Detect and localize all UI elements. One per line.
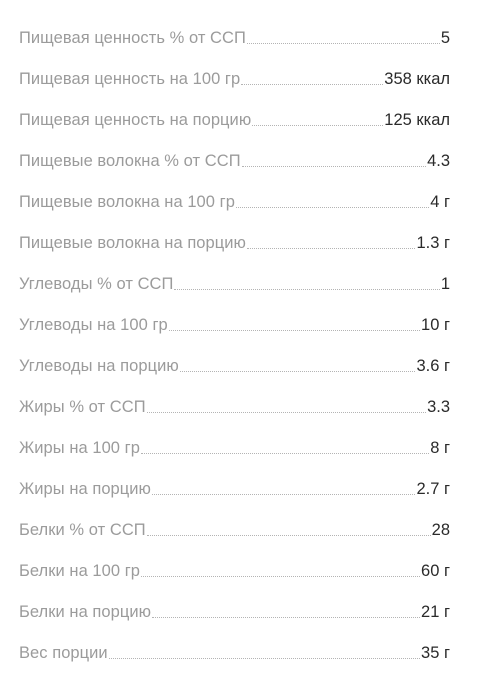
spec-label: Вес порции: [19, 643, 108, 662]
spec-label: Белки на порцию: [19, 602, 152, 621]
dotted-leader: [151, 494, 416, 495]
spec-value: 4.3: [427, 151, 450, 170]
spec-value: 358 ккал: [384, 69, 450, 88]
dotted-leader: [246, 248, 416, 249]
spec-label: Пищевая ценность % от ССП: [19, 28, 246, 47]
spec-row-fiber-100g: Пищевые волокна на 100 гр 4 г: [19, 176, 450, 217]
spec-row-fat-100g: Жиры на 100 гр 8 г: [19, 422, 450, 463]
spec-label: Жиры на 100 гр: [19, 438, 140, 457]
spec-label: Жиры % от ССП: [19, 397, 146, 416]
spec-row-carbs-100g: Углеводы на 100 гр 10 г: [19, 299, 450, 340]
spec-row-fiber-portion: Пищевые волокна на порцию 1.3 г: [19, 217, 450, 258]
spec-label: Пищевая ценность на порцию: [19, 110, 252, 129]
spec-value: 3.6 г: [416, 356, 450, 375]
spec-value: 35 г: [421, 643, 450, 662]
spec-row-fiber-pct: Пищевые волокна % от ССП 4.3: [19, 135, 450, 176]
spec-row-protein-100g: Белки на 100 гр 60 г: [19, 545, 450, 586]
dotted-leader: [140, 453, 430, 454]
spec-value: 1.3 г: [416, 233, 450, 252]
spec-row-fat-pct: Жиры % от ССП 3.3: [19, 381, 450, 422]
dotted-leader: [179, 371, 416, 372]
dotted-leader: [246, 43, 440, 44]
spec-label: Жиры на порцию: [19, 479, 151, 498]
dotted-leader: [146, 412, 427, 413]
spec-value: 4 г: [430, 192, 450, 211]
spec-value: 1: [440, 274, 450, 293]
spec-label: Пищевые волокна на порцию: [19, 233, 246, 252]
spec-value: 28: [431, 520, 450, 539]
dotted-leader: [146, 535, 431, 536]
dotted-leader: [174, 289, 440, 290]
spec-label: Белки на 100 гр: [19, 561, 141, 580]
spec-value: 8 г: [430, 438, 450, 457]
spec-row-energy-pct: Пищевая ценность % от ССП 5: [19, 12, 450, 53]
spec-label: Пищевые волокна % от ССП: [19, 151, 241, 170]
spec-value: 60 г: [421, 561, 450, 580]
dotted-leader: [141, 576, 421, 577]
spec-value: 5: [440, 28, 450, 47]
dotted-leader: [252, 125, 384, 126]
spec-label: Углеводы на порцию: [19, 356, 179, 375]
spec-label: Углеводы % от ССП: [19, 274, 174, 293]
spec-label: Пищевые волокна на 100 гр: [19, 192, 235, 211]
spec-row-protein-pct: Белки % от ССП 28: [19, 504, 450, 545]
spec-row-carbs-portion: Углеводы на порцию 3.6 г: [19, 340, 450, 381]
dotted-leader: [108, 658, 421, 659]
spec-row-protein-portion: Белки на порцию 21 г: [19, 586, 450, 627]
spec-row-carbs-pct: Углеводы % от ССП 1: [19, 258, 450, 299]
spec-row-portion-weight: Вес порции 35 г: [19, 627, 450, 668]
spec-row-energy-100g: Пищевая ценность на 100 гр 358 ккал: [19, 53, 450, 94]
dotted-leader: [235, 207, 430, 208]
spec-row-energy-portion: Пищевая ценность на порцию 125 ккал: [19, 94, 450, 135]
spec-value: 21 г: [421, 602, 450, 621]
spec-label: Белки % от ССП: [19, 520, 146, 539]
dotted-leader: [241, 84, 384, 85]
spec-value: 10 г: [421, 315, 450, 334]
dotted-leader: [152, 617, 421, 618]
dotted-leader: [168, 330, 421, 331]
spec-value: 2.7 г: [416, 479, 450, 498]
spec-row-fat-portion: Жиры на порцию 2.7 г: [19, 463, 450, 504]
spec-value: 125 ккал: [384, 110, 450, 129]
spec-label: Углеводы на 100 гр: [19, 315, 168, 334]
spec-label: Пищевая ценность на 100 гр: [19, 69, 241, 88]
dotted-leader: [241, 166, 427, 167]
spec-value: 3.3: [427, 397, 450, 416]
